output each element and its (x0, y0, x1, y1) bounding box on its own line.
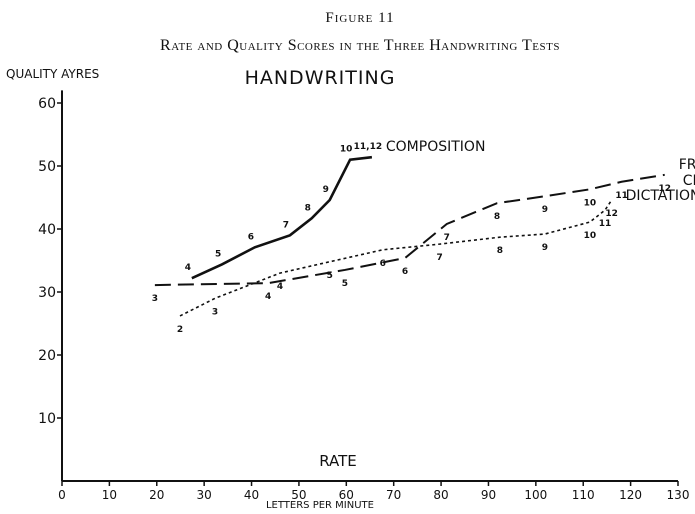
point-label: 10 (340, 145, 353, 155)
series-label: FREECHOICE (679, 157, 695, 189)
x-tick-label: 110 (572, 488, 595, 502)
point-label: 9 (542, 205, 548, 215)
series-line (154, 173, 665, 287)
figure-label: Figure 11 (325, 10, 394, 26)
y-tick-label: 40 (38, 222, 56, 238)
x-tick-label: 10 (102, 488, 117, 502)
point-label: 9 (323, 185, 329, 195)
series-label: COMPOSITION (386, 139, 486, 155)
chart-subtitle: HANDWRITING (245, 67, 396, 89)
point-label: 4 (185, 263, 191, 273)
y-tick-label: 10 (38, 411, 56, 427)
point-label: 6 (248, 232, 254, 242)
point-label: 7 (283, 220, 289, 230)
x-tick-label: 100 (524, 488, 547, 502)
point-label: 5 (215, 249, 221, 259)
point-label: 12 (605, 209, 618, 219)
x-tick-label: 40 (244, 488, 259, 502)
point-label: 12 (658, 184, 671, 194)
y-tick-label: 20 (38, 348, 56, 364)
x-tick-label: 80 (433, 488, 448, 502)
point-label: 7 (444, 233, 450, 243)
point-label: 11 (615, 191, 628, 201)
point-label: 6 (380, 259, 386, 269)
point-label: 3 (212, 307, 218, 317)
y-axis-label: QUALITY AYRES (6, 67, 99, 81)
point-label: 8 (497, 246, 503, 256)
x-tick-label: 90 (481, 488, 496, 502)
y-tick-label: 50 (38, 159, 56, 175)
point-label: 4 (265, 292, 271, 302)
x-tick-label: 30 (197, 488, 212, 502)
point-label: 3 (152, 294, 158, 304)
point-label: 6 (402, 267, 408, 277)
point-label: 4 (277, 282, 283, 292)
x-tick-label: 120 (619, 488, 642, 502)
point-label: 8 (305, 203, 311, 213)
x-tick-label: 130 (667, 488, 690, 502)
point-label: 11,12 (354, 142, 382, 152)
point-label: 11 (599, 219, 612, 229)
point-label: 10 (584, 198, 597, 208)
series-line (179, 199, 613, 317)
point-label: 7 (437, 253, 443, 263)
x-tick-label: 70 (386, 488, 401, 502)
point-label: 5 (327, 271, 333, 281)
y-tick-label: 30 (38, 285, 56, 301)
point-label: 8 (494, 212, 500, 222)
point-label: 5 (342, 279, 348, 289)
x-tick-label: 0 (58, 488, 66, 502)
series-line (191, 155, 373, 280)
point-label: 9 (542, 243, 548, 253)
y-tick-label: 60 (38, 96, 56, 112)
x-axis-label: RATE (319, 452, 357, 470)
x-tick-label: 20 (149, 488, 164, 502)
x-tick-label: 50 (291, 488, 306, 502)
point-label: 2 (177, 325, 183, 335)
series-label: DICTATION (626, 188, 695, 204)
x-tick-label: 60 (339, 488, 354, 502)
x-axis-sublabel: LETTERS PER MINUTE (266, 500, 374, 511)
point-label: 10 (584, 231, 597, 241)
chart-title: Rate and Quality Scores in the Three Han… (160, 37, 560, 54)
